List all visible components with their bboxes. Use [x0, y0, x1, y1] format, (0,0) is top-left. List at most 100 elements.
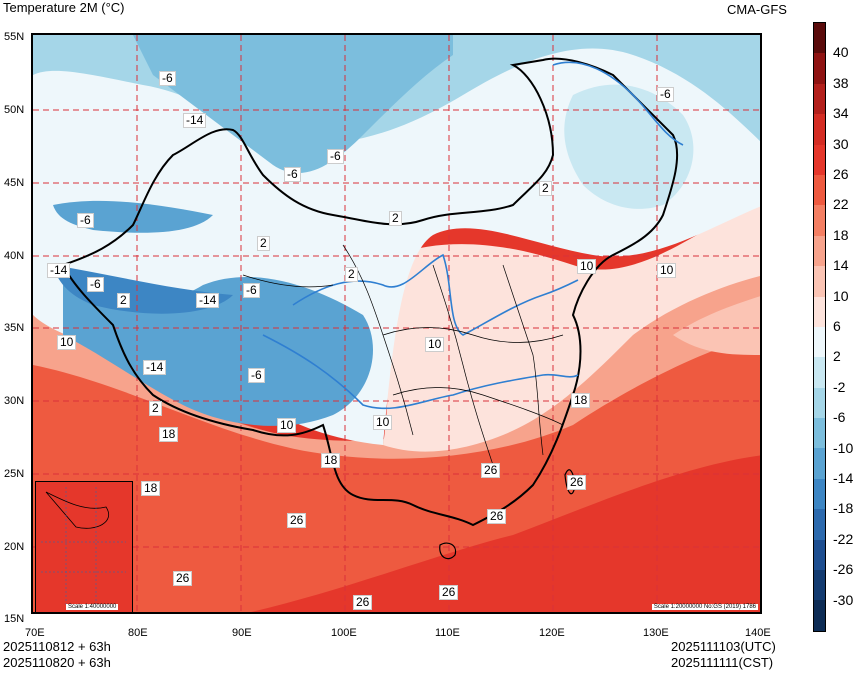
colorbar-label: 18 [833, 226, 849, 243]
colorbar-label: 30 [833, 135, 849, 152]
colorbar-label: -18 [833, 500, 854, 517]
colorbar-label: 34 [833, 105, 849, 122]
colorbar-segment [814, 83, 825, 115]
contour-label: 18 [571, 393, 591, 408]
contour-label: -6 [77, 213, 94, 228]
contour-label: 26 [353, 595, 373, 610]
temp-zone-japan [673, 296, 760, 355]
colorbar-segment [814, 174, 825, 206]
lat-label: 20N [4, 541, 25, 553]
contour-label: 2 [117, 293, 130, 308]
colorbar-segment [814, 570, 825, 601]
colorbar-label: 40 [833, 44, 849, 61]
contour-label: 26 [439, 585, 459, 600]
colorbar-label: 10 [833, 287, 849, 304]
contour-label: -6 [657, 87, 674, 102]
valid-time-utc: 2025111103(UTC) [671, 639, 776, 654]
province-borders [242, 244, 564, 466]
colorbar-label: -10 [833, 439, 854, 456]
colorbar-segment [814, 448, 825, 479]
contour-label: 2 [257, 236, 270, 251]
colorbar-label: -6 [833, 409, 846, 426]
lat-label: 55N [4, 31, 25, 43]
colorbar [813, 22, 826, 632]
contour-label: 18 [321, 453, 341, 468]
lon-label: 100E [331, 627, 357, 639]
contour-label: 2 [539, 181, 552, 196]
temperature-field [33, 35, 760, 612]
contour-label: -6 [284, 167, 301, 182]
yangtze-river [262, 334, 579, 410]
colorbar-segment [814, 53, 825, 84]
colorbar-label: 38 [833, 74, 849, 91]
contour-label: 26 [481, 463, 501, 478]
hainan-island [439, 542, 457, 560]
map-panel: -6 -14 -6 -6 -6 2 2 2 -14 -6 -14 -6 2 10… [31, 33, 762, 614]
model-source: CMA-GFS [727, 2, 787, 17]
lat-label: 15N [4, 613, 25, 625]
init-time-2: 2025110820 + 63h [3, 655, 111, 670]
init-time-1: 2025110812 + 63h [3, 639, 111, 654]
colorbar-label: -2 [833, 378, 846, 395]
lon-label: 90E [232, 627, 252, 639]
lat-label: 40N [4, 250, 25, 262]
map-scale: Scale 1:20000000 No:GS (2019) 1786 [651, 604, 758, 610]
contour-label: 10 [373, 415, 393, 430]
contour-label: -14 [47, 263, 71, 278]
lon-label: 140E [745, 627, 771, 639]
contour-label: -6 [243, 283, 260, 298]
colorbar-segment [814, 357, 825, 388]
lat-label: 50N [4, 104, 25, 116]
colorbar-segment [814, 235, 825, 267]
contour-label: 10 [657, 263, 677, 278]
contour-label: 2 [345, 267, 358, 282]
colorbar-segment [814, 296, 825, 327]
colorbar-segment [814, 509, 825, 540]
contour-label: 26 [487, 509, 507, 524]
lon-label: 120E [539, 627, 565, 639]
contour-label: 2 [149, 401, 162, 416]
contour-label: -6 [327, 149, 344, 164]
colorbar-label: 2 [833, 348, 841, 365]
colorbar-segment [814, 326, 825, 358]
contour-label: -6 [159, 71, 176, 86]
map-title: Temperature 2M (°C) [3, 0, 125, 15]
contour-label: 26 [567, 475, 587, 490]
lon-label: 70E [25, 627, 45, 639]
colorbar-segment [814, 23, 825, 54]
colorbar-label: -30 [833, 591, 854, 608]
colorbar-segment [814, 418, 825, 449]
colorbar-label: 22 [833, 196, 849, 213]
colorbar-segment [814, 387, 825, 419]
china-border [61, 57, 679, 527]
south-china-sea-inset: Scale 1:40000000 [35, 481, 133, 612]
lat-label: 30N [4, 395, 25, 407]
colorbar-segment [814, 266, 825, 297]
contour-label: -14 [143, 360, 167, 375]
contour-label: -6 [248, 368, 265, 383]
colorbar-label: 26 [833, 166, 849, 182]
temp-zone-northeast [564, 84, 694, 209]
colorbar-label: -14 [833, 470, 854, 486]
lat-label: 35N [4, 322, 25, 334]
colorbar-segment [814, 114, 825, 145]
temp-zone-cold-mongolia [133, 35, 453, 174]
temp-zone-tibet [63, 276, 373, 426]
contour-label: 10 [57, 335, 77, 350]
lat-label: 25N [4, 468, 25, 480]
contour-label: -14 [196, 293, 220, 308]
contour-label: 2 [389, 211, 402, 226]
colorbar-segment [814, 600, 825, 631]
colorbar-segment [814, 144, 825, 175]
inset-scale: Scale 1:40000000 [66, 604, 119, 610]
contour-label: 18 [159, 427, 179, 442]
lon-label: 80E [128, 627, 148, 639]
colorbar-label: 6 [833, 318, 841, 334]
lon-label: 130E [643, 627, 669, 639]
contour-label: 26 [287, 513, 307, 528]
colorbar-segment [814, 539, 825, 571]
contour-label: 10 [277, 418, 297, 433]
valid-time-cst: 2025111111(CST) [671, 655, 774, 670]
graticule [33, 35, 760, 612]
contour-label: -14 [183, 113, 207, 128]
